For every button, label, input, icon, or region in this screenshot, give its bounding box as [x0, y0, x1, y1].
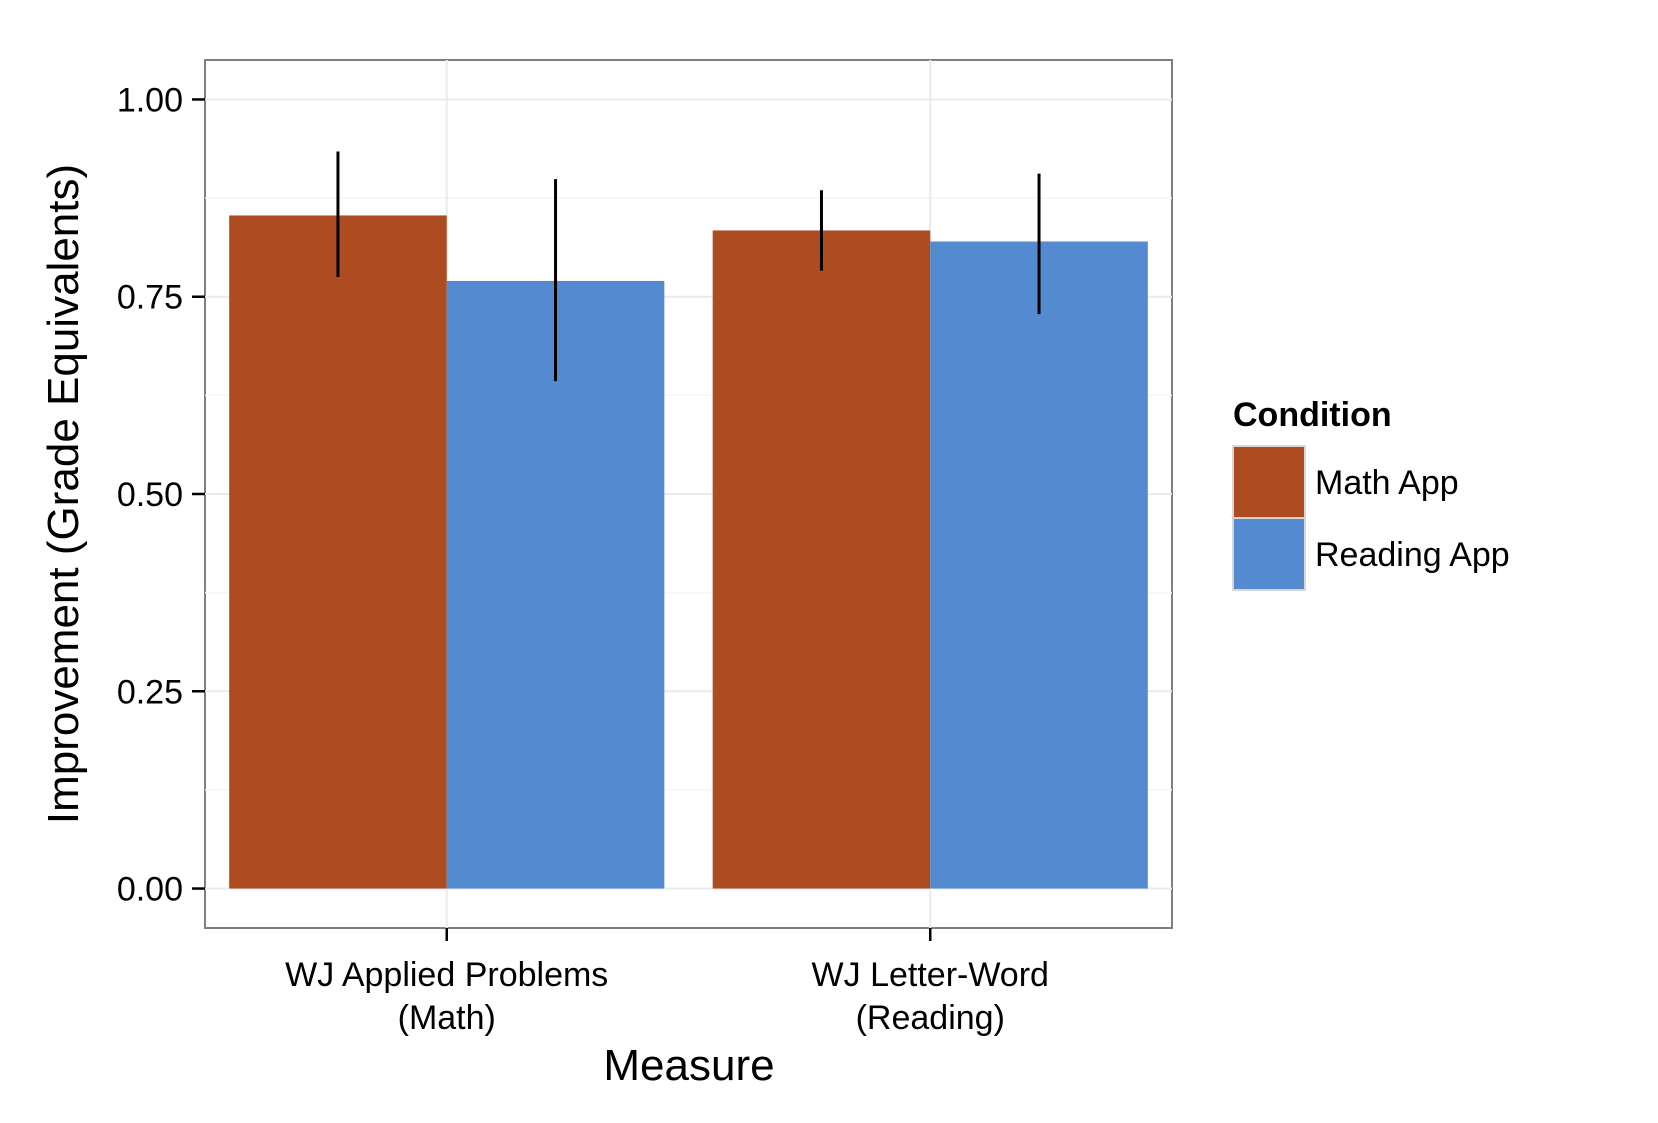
bar: [930, 241, 1148, 889]
bars-group: [229, 215, 1148, 889]
bar: [712, 230, 931, 889]
x-axis: WJ Applied Problems (Math) WJ Letter-Word (…: [285, 928, 1049, 1037]
legend-swatch: [1234, 447, 1304, 517]
y-tick-label: 0.25: [117, 673, 183, 711]
legend-title: Condition: [1233, 396, 1392, 434]
y-axis: 0.00 0.25 0.50 0.75 1.00: [117, 81, 205, 909]
x-tick-label: WJ Letter-Word: [812, 956, 1049, 994]
legend-swatch: [1234, 519, 1304, 589]
y-tick-label: 0.50: [117, 476, 183, 514]
x-tick-label: (Math): [398, 999, 496, 1037]
y-tick-label: 1.00: [117, 81, 183, 119]
bar: [446, 280, 665, 889]
legend-label: Reading App: [1315, 536, 1510, 574]
y-axis-title: Improvement (Grade Equivalents): [39, 164, 88, 824]
y-tick-label: 0.00: [117, 871, 183, 909]
legend: Condition Math App Reading App: [1232, 396, 1510, 591]
y-tick-label: 0.75: [117, 279, 183, 317]
x-tick-label: (Reading): [856, 999, 1005, 1037]
legend-label: Math App: [1315, 464, 1459, 502]
x-axis-title: Measure: [603, 1041, 774, 1090]
bar: [229, 215, 447, 889]
error-bars-group: [336, 151, 1041, 382]
x-tick-label: WJ Applied Problems: [285, 956, 608, 994]
